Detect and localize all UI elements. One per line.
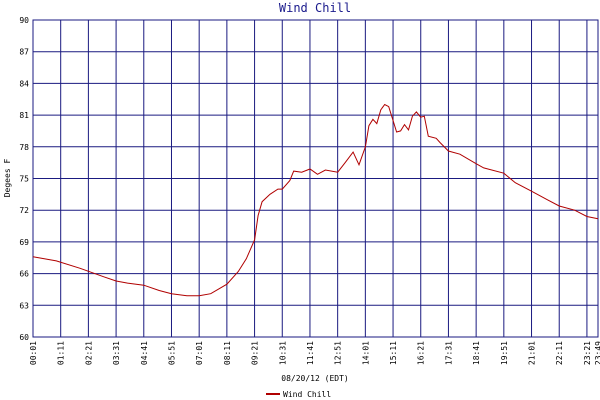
x-tick-label: 04:41: [140, 341, 149, 365]
y-tick-label: 75: [19, 175, 29, 184]
x-tick-label: 00:01: [29, 341, 38, 365]
x-tick-label: 23:21: [583, 341, 592, 365]
y-tick-label: 90: [19, 16, 29, 25]
x-tick-label: 12:51: [334, 341, 343, 365]
y-tick-label: 84: [19, 79, 29, 88]
x-tick-label: 14:01: [361, 341, 370, 365]
x-tick-label: 16:21: [417, 341, 426, 365]
x-tick-label: 01:11: [57, 341, 66, 365]
legend-label: Wind Chill: [283, 390, 331, 399]
data-line: [32, 103, 599, 297]
y-tick-label: 63: [19, 301, 29, 310]
plot-border: [32, 19, 599, 338]
y-tick-label: 81: [19, 111, 29, 120]
x-tick-label: 10:31: [278, 341, 287, 365]
x-tick-label: 19:51: [500, 341, 509, 365]
x-axis-label: 08/20/12 (EDT): [281, 374, 348, 383]
x-tick-label: 23:49: [594, 341, 600, 365]
y-tick-label: 78: [19, 143, 29, 152]
y-axis-label: Degees F: [3, 159, 12, 198]
x-tick-label: 21:01: [528, 341, 537, 365]
x-tick-label: 08:11: [223, 341, 232, 365]
chart-title: Wind Chill: [279, 1, 351, 15]
y-tick-label: 60: [19, 333, 29, 342]
y-tick-label: 66: [19, 270, 29, 279]
x-tick-label: 18:41: [472, 341, 481, 365]
x-tick-label: 15:11: [389, 341, 398, 365]
y-tick-label: 69: [19, 238, 29, 247]
x-tick-label: 09:21: [251, 341, 260, 365]
x-tick-label: 11:41: [306, 341, 315, 365]
y-tick-label: 72: [19, 206, 29, 215]
x-tick-label: 22:11: [555, 341, 564, 365]
x-tick-label: 17:31: [444, 341, 453, 365]
x-tick-label: 03:31: [112, 341, 121, 365]
x-tick-label: 07:01: [195, 341, 204, 365]
x-tick-label: 02:21: [84, 341, 93, 365]
x-tick-label: 05:51: [167, 341, 176, 365]
y-tick-label: 87: [19, 48, 29, 57]
